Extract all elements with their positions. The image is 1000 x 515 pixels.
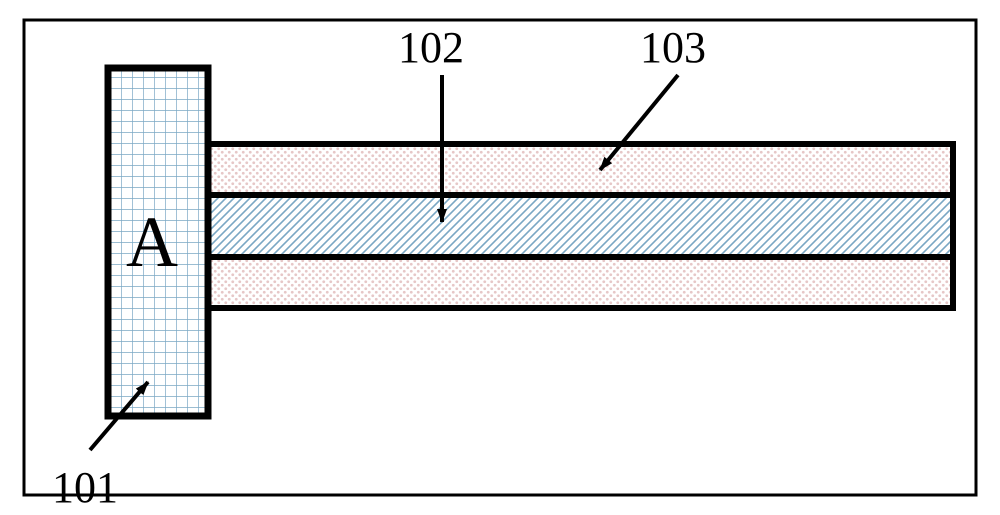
label-a: A	[126, 202, 178, 282]
callout-101-label: 101	[52, 463, 118, 512]
rod-102-inner	[208, 195, 953, 257]
callout-103-label: 103	[640, 23, 706, 72]
callout-102-label: 102	[398, 23, 464, 72]
